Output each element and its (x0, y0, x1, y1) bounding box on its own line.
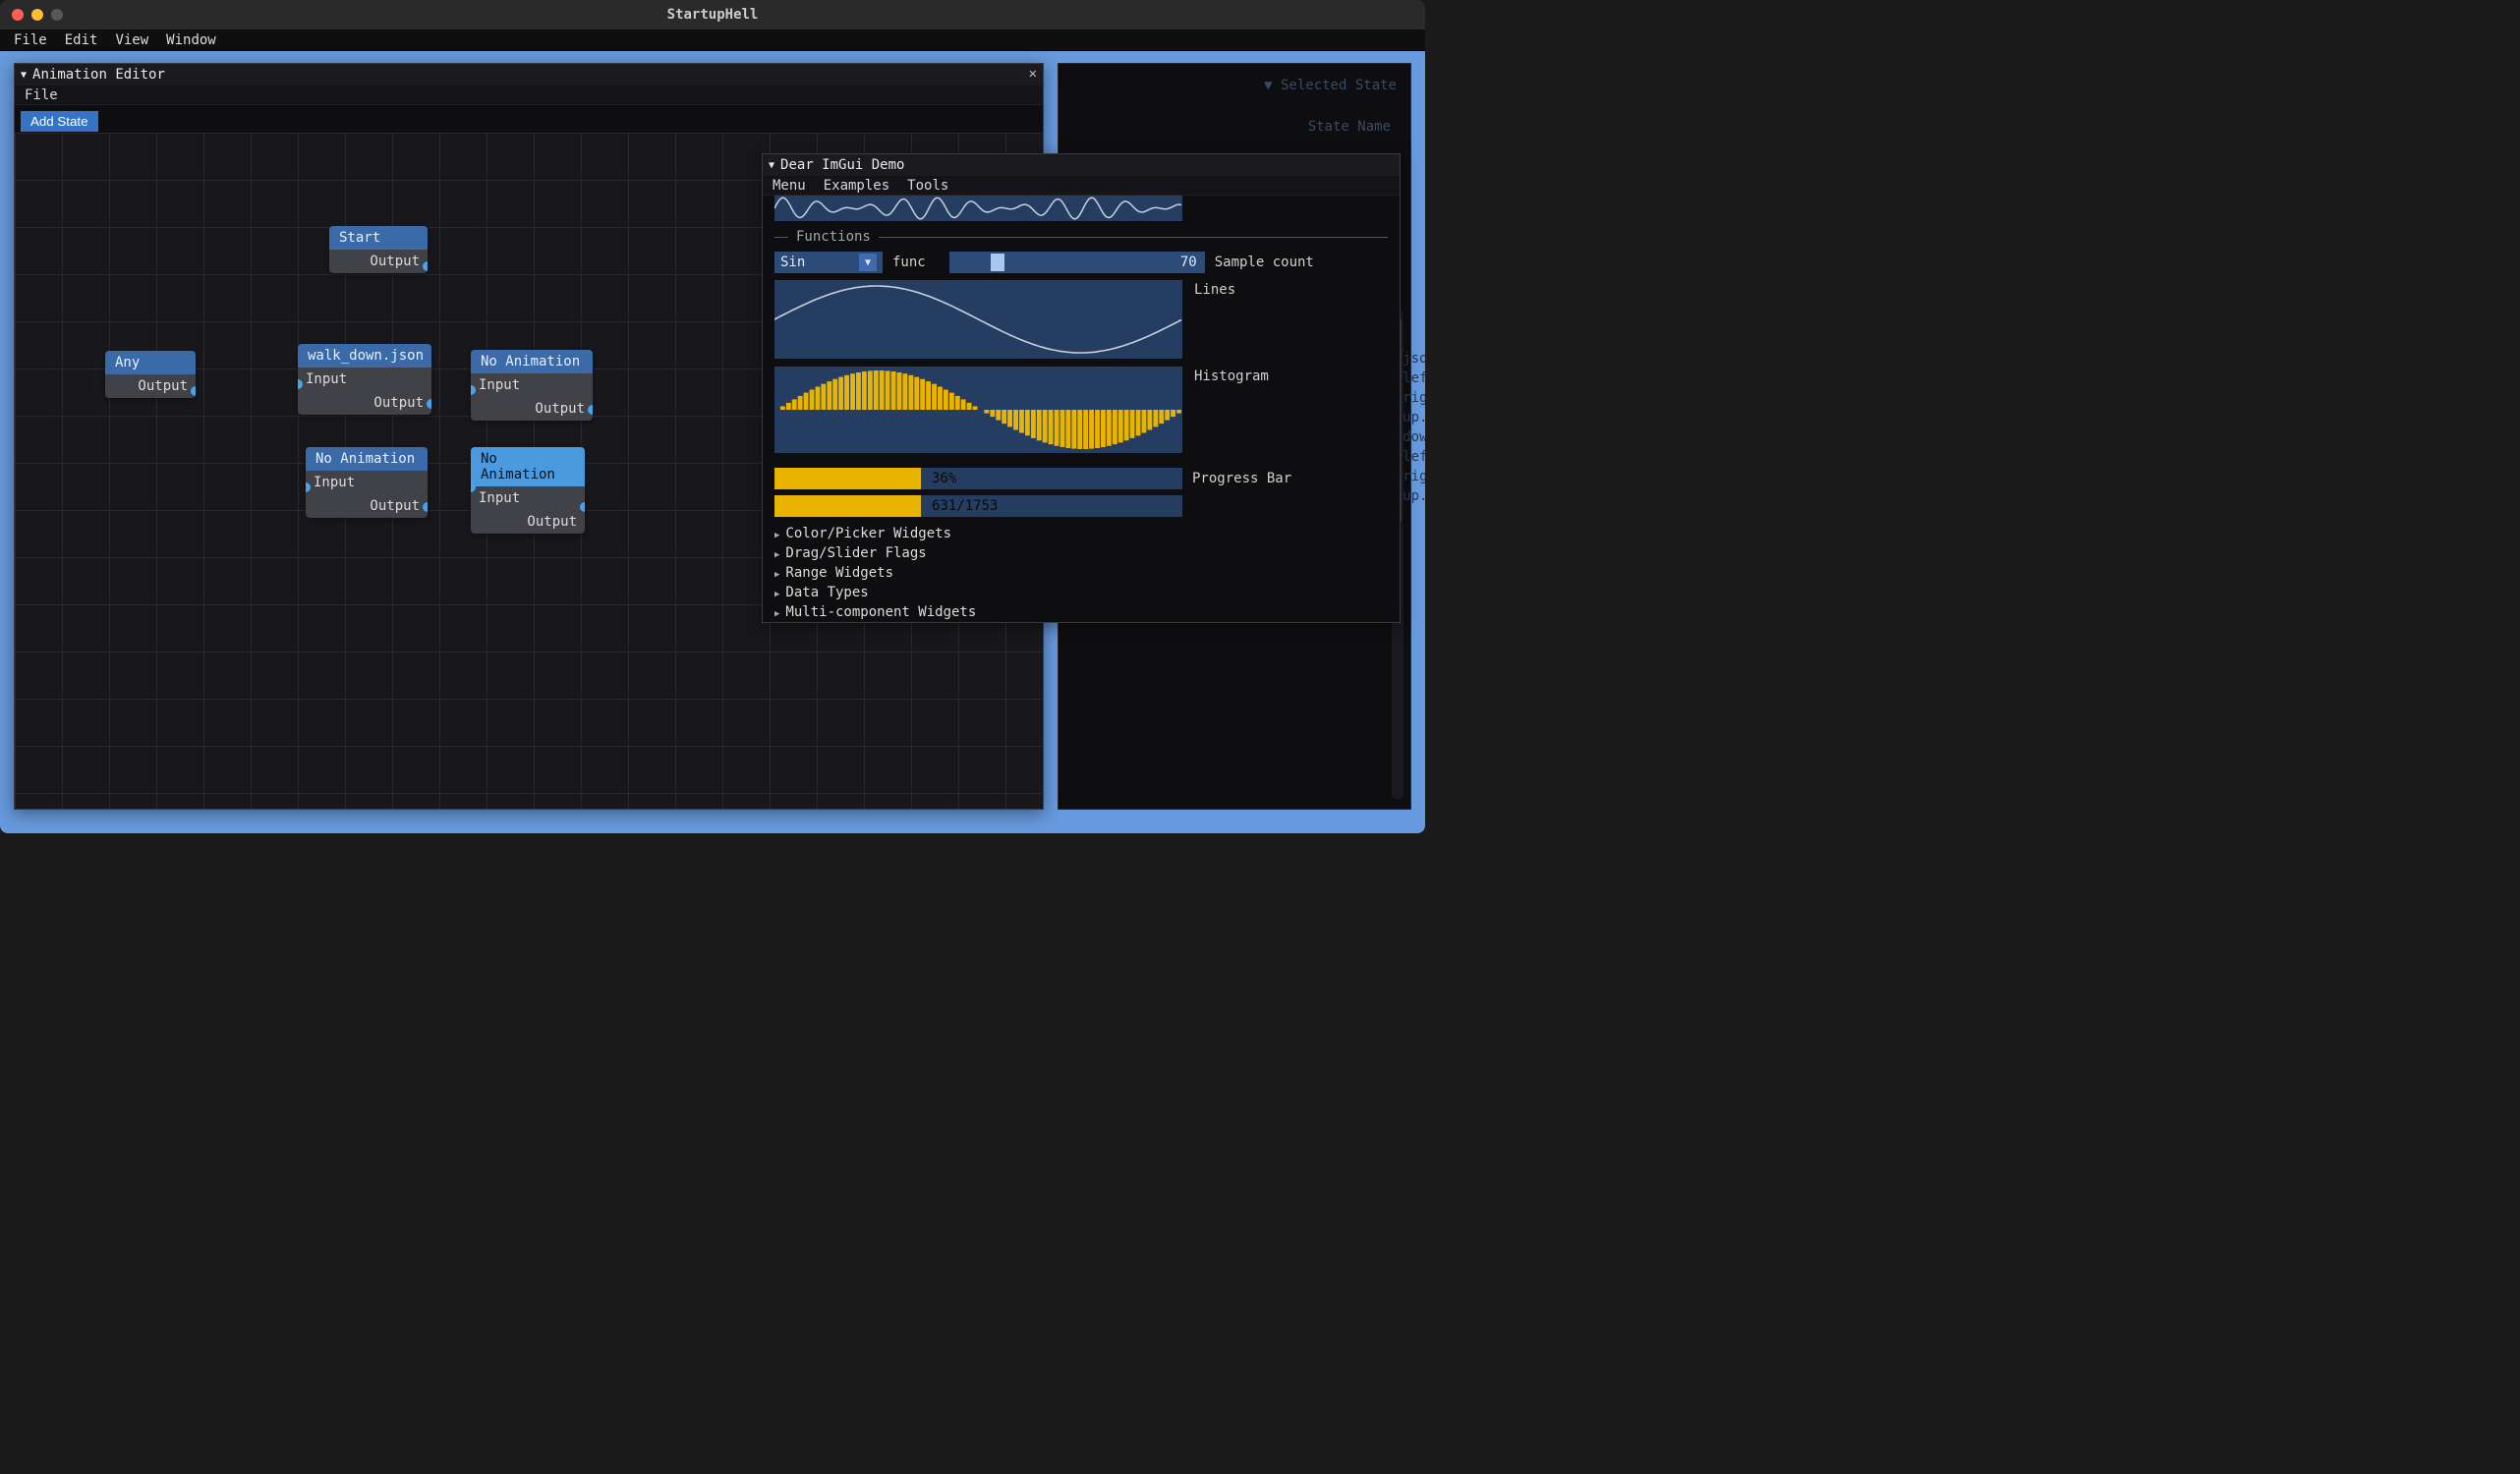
chevron-down-icon: ▼ (859, 254, 877, 271)
progress-fraction-text: 631/1753 (932, 498, 998, 514)
collapse-arrow-icon[interactable]: ▼ (769, 160, 774, 171)
output-port[interactable] (191, 386, 196, 396)
sample-count-label: Sample count (1215, 255, 1314, 270)
app-window: StartupHell File Edit View Window ▼ Sele… (0, 0, 1425, 833)
node-title: Any (105, 351, 196, 374)
node-input-label: Input (298, 368, 431, 391)
main-menubar: File Edit View Window (0, 29, 1425, 51)
menu-file[interactable]: File (14, 32, 47, 48)
top-waveform-clip (774, 196, 1182, 221)
collapse-arrow-icon[interactable]: ▼ (21, 70, 27, 81)
output-port[interactable] (427, 399, 431, 409)
lines-label: Lines (1194, 282, 1235, 298)
histogram-label: Histogram (1194, 368, 1269, 384)
tree-item[interactable]: Data Types (763, 583, 1400, 602)
node-input-label: Input (471, 486, 585, 510)
node-input-label: Input (306, 471, 428, 494)
node-title: No Animation (471, 350, 593, 373)
node-output-label: Output (471, 397, 593, 421)
combo-label: func (892, 255, 926, 270)
app-title: StartupHell (667, 7, 759, 23)
editor-menubar: File (15, 85, 1043, 105)
histogram-plot (774, 367, 1182, 453)
node-any[interactable]: Any Output (105, 351, 196, 398)
maximize-icon[interactable] (51, 9, 63, 21)
func-combo[interactable]: Sin ▼ (774, 252, 883, 273)
output-port[interactable] (580, 502, 585, 512)
node-title: No Animation (306, 447, 428, 471)
output-port[interactable] (423, 502, 428, 512)
sample-count-value: 70 (1180, 255, 1197, 270)
node-walk-down[interactable]: walk_down.json Input Output (298, 344, 431, 415)
node-title: Start (329, 226, 428, 250)
imgui-demo-window[interactable]: ▼ Dear ImGui Demo Menu Examples Tools Fu… (762, 153, 1401, 623)
close-icon[interactable]: ✕ (1029, 66, 1037, 82)
menu-edit[interactable]: Edit (65, 32, 98, 48)
editor-menu-file[interactable]: File (25, 87, 58, 103)
canvas-background: ▼ Selected State State Name ▼ Animations… (0, 51, 1425, 833)
node-no-animation[interactable]: No Animation Input Output (306, 447, 428, 518)
selected-state-header: ▼ Selected State (1264, 78, 1397, 93)
node-input-label: Input (471, 373, 593, 397)
lines-plot (774, 280, 1182, 359)
tree-item[interactable]: Drag/Slider Flags (763, 543, 1400, 563)
demo-menu-menu[interactable]: Menu (773, 178, 806, 194)
combo-value: Sin (780, 255, 805, 270)
titlebar[interactable]: StartupHell (0, 0, 1425, 29)
demo-menubar: Menu Examples Tools (763, 176, 1400, 196)
node-title: walk_down.json (298, 344, 431, 368)
traffic-lights (0, 9, 63, 21)
demo-titlebar[interactable]: ▼ Dear ImGui Demo (763, 154, 1400, 176)
node-output-label: Output (306, 494, 428, 518)
tree-item[interactable]: Range Widgets (763, 563, 1400, 583)
menu-view[interactable]: View (115, 32, 148, 48)
tree-item[interactable]: Multi-component Widgets (763, 602, 1400, 622)
minimize-icon[interactable] (31, 9, 43, 21)
output-port[interactable] (423, 261, 428, 271)
func-controls-row: Sin ▼ func 70 Sample count (763, 249, 1400, 276)
tree-item[interactable]: Color/Picker Widgets (763, 524, 1400, 543)
progress-label: Progress Bar (1192, 471, 1291, 486)
sample-count-slider[interactable]: 70 (949, 252, 1205, 273)
node-output-label: Output (298, 391, 431, 415)
section-functions: Functions (763, 225, 1400, 249)
close-icon[interactable] (12, 9, 24, 21)
node-output-label: Output (105, 374, 196, 398)
demo-menu-tools[interactable]: Tools (907, 178, 948, 194)
progress-bar: 36% (774, 468, 1182, 489)
progress-bar-fraction: 631/1753 (774, 495, 1182, 517)
node-start[interactable]: Start Output (329, 226, 428, 273)
node-output-label: Output (471, 510, 585, 534)
demo-menu-examples[interactable]: Examples (824, 178, 889, 194)
node-no-animation-selected[interactable]: No Animation Input Output (471, 447, 585, 534)
progress-text: 36% (932, 471, 956, 486)
output-port[interactable] (588, 405, 593, 415)
menu-window[interactable]: Window (166, 32, 216, 48)
node-title: No Animation (471, 447, 585, 486)
wires-layer (15, 133, 310, 280)
editor-title: Animation Editor (32, 67, 165, 83)
add-state-button[interactable]: Add State (21, 111, 98, 132)
node-output-label: Output (329, 250, 428, 273)
state-name-label: State Name (1308, 119, 1391, 135)
editor-titlebar[interactable]: ▼ Animation Editor ✕ (15, 64, 1043, 85)
demo-title: Dear ImGui Demo (780, 157, 904, 173)
node-no-animation[interactable]: No Animation Input Output (471, 350, 593, 421)
